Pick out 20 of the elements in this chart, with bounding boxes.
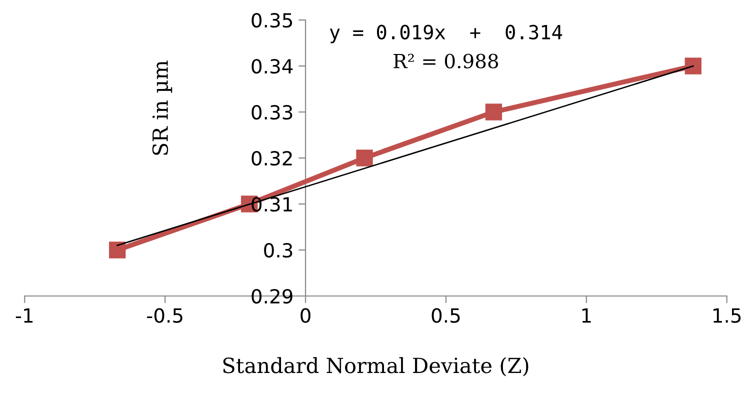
point: [109, 242, 126, 258]
x-axis-title: Standard Normal Deviate (Z): [223, 357, 528, 376]
y-tick-label: 0.34: [252, 58, 293, 74]
annotation: y = 0.019x + 0.314: [330, 24, 562, 44]
x-tick-label: 1.5: [714, 308, 741, 323]
x-tick-label: 0.5: [432, 308, 460, 323]
point: [684, 58, 702, 74]
point: [356, 150, 373, 166]
y-tick-label: 0.29: [252, 288, 292, 304]
y-tick-label: 0.35: [252, 12, 292, 28]
y-tick-label: 0.3: [264, 242, 292, 258]
y-axis-title: SR in µm: [152, 60, 172, 155]
x-tick-label: -1: [16, 308, 33, 323]
y-tick-label: 0.33: [252, 104, 292, 120]
y-tick-label: 0.32: [252, 150, 292, 166]
x-tick-label: -0.5: [147, 308, 182, 323]
point: [485, 104, 502, 120]
x-tick-label: 0: [300, 308, 310, 323]
annotation: R² = 0.988: [394, 54, 498, 68]
x-tick-label: 1: [582, 308, 591, 323]
